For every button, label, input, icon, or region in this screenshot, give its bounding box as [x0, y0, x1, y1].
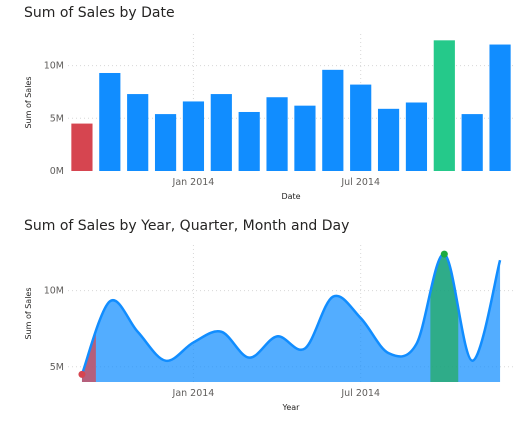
- bar: [127, 94, 149, 171]
- bar: [350, 84, 372, 171]
- bar: [210, 94, 232, 171]
- chart-title: Sum of Sales by Year, Quarter, Month and…: [24, 218, 350, 234]
- bar: [154, 114, 177, 171]
- y-tick-label: 5M: [50, 362, 64, 373]
- area-fill: [81, 254, 501, 382]
- max-point-marker: [440, 250, 448, 258]
- bar: [489, 44, 511, 171]
- bar: [405, 102, 428, 171]
- area-chart: 5M 10M Jan 2014 Jul 2014 Year Sum of Sales: [24, 245, 514, 412]
- bar: [238, 111, 260, 171]
- min-point-marker: [78, 370, 86, 378]
- bar: [322, 69, 344, 171]
- bar: [182, 101, 205, 171]
- x-axis-title: Date: [281, 192, 300, 201]
- y-axis-title: Sum of Sales: [24, 287, 33, 339]
- area-chart-panel: Sum of Sales by Year, Quarter, Month and…: [0, 211, 527, 422]
- bar: [99, 72, 121, 171]
- chart-title: Sum of Sales by Date: [24, 5, 175, 21]
- y-tick-label: 5M: [50, 113, 64, 124]
- y-axis-title: Sum of Sales: [24, 76, 33, 128]
- bar: [266, 97, 288, 171]
- bar-chart: 0M 5M 10M Jan 2014 Jul 2014 Date Sum of Sales: [24, 34, 514, 201]
- bar: [377, 108, 400, 171]
- y-tick-label: 0M: [50, 166, 64, 177]
- bar-chart-panel: Sum of Sales by Date 0M 5M 10M Jan 2014 Jul …: [24, 5, 514, 201]
- y-tick-label: 10M: [44, 286, 64, 297]
- x-tick-label: Jul 2014: [340, 177, 380, 188]
- y-tick-label: 10M: [44, 61, 64, 72]
- bar: [294, 105, 316, 171]
- bar: [71, 123, 93, 171]
- x-tick-label: Jan 2014: [172, 388, 215, 399]
- x-tick-label: Jan 2014: [172, 177, 215, 188]
- x-axis-title: Year: [282, 403, 301, 412]
- min-highlight-band: [81, 254, 96, 382]
- bar: [461, 114, 483, 171]
- bar: [433, 40, 455, 172]
- x-tick-label: Jul 2014: [340, 388, 380, 399]
